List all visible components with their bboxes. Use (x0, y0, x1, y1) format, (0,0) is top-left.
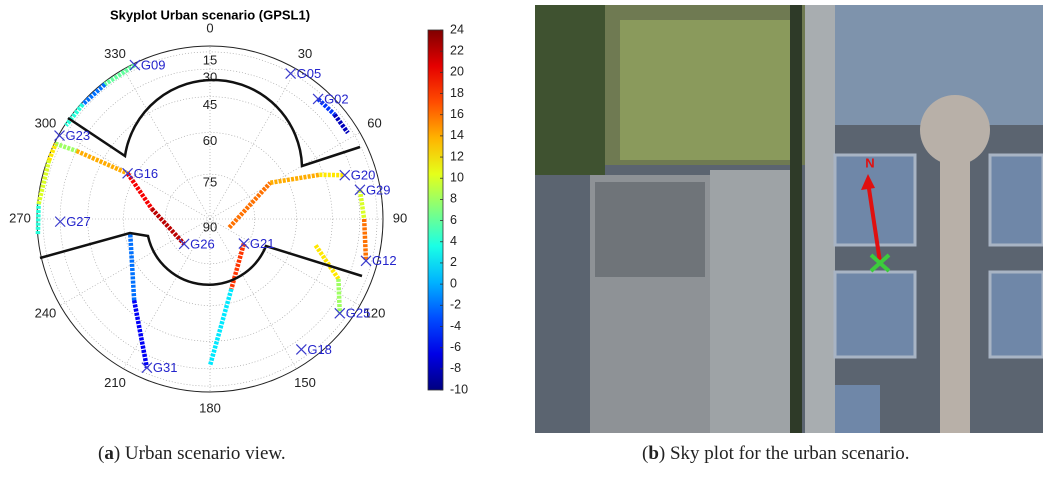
building (835, 385, 880, 433)
azimuth-label: 150 (294, 375, 316, 390)
building (990, 155, 1043, 245)
colorbar-label: 4 (450, 234, 457, 248)
azimuth-label: 240 (35, 305, 57, 320)
satellite-label: G26 (190, 236, 215, 251)
satellite-label: G09 (141, 57, 166, 72)
trees (535, 5, 605, 175)
caption-label: b (648, 443, 659, 464)
colorbar-label: 2 (450, 255, 457, 269)
figure: Skyplot Urban scenario (GPSL1) 153045607… (0, 0, 1043, 440)
caption: (b) Sky plot for the urban scenario. (642, 443, 910, 465)
north-label: N (865, 155, 874, 170)
satellite-label: G18 (307, 342, 332, 357)
colorbar-label: 0 (450, 276, 457, 290)
azimuth-label: 180 (199, 400, 221, 415)
azimuth-label: 270 (9, 210, 31, 225)
colorbar-label: 10 (450, 171, 464, 185)
satellite-label: G05 (297, 66, 322, 81)
track-segment (38, 204, 39, 234)
azimuth-label: 0 (206, 20, 213, 35)
caption: (a) Urban scenario view. (98, 443, 286, 465)
satellite-label: G29 (366, 182, 391, 197)
colorbar-label: -6 (450, 340, 461, 354)
colorbar-label: 22 (450, 43, 464, 57)
colorbar (428, 30, 443, 390)
road (805, 5, 835, 433)
colorbar-label: 20 (450, 65, 464, 79)
azimuth-label: 210 (104, 375, 126, 390)
satellite-label: G16 (134, 166, 159, 181)
satellite-label: G20 (351, 168, 376, 183)
grass (620, 20, 795, 160)
colorbar-label: -10 (450, 382, 468, 396)
building (990, 272, 1043, 357)
colorbar-label: 24 (450, 22, 464, 36)
satellite-label: G25 (346, 306, 371, 321)
caption-text: ) Sky plot for the urban scenario. (659, 443, 910, 464)
colorbar-label: -8 (450, 361, 461, 375)
satellite-label: G27 (66, 214, 91, 229)
elevation-label: 90 (203, 219, 217, 234)
azimuth-label: 330 (104, 46, 126, 61)
azimuth-label: 60 (367, 115, 381, 130)
caption-label: a (104, 443, 114, 464)
colorbar-label: 14 (450, 128, 464, 142)
colorbar-label: -2 (450, 298, 461, 312)
satellite-label: G02 (324, 91, 349, 106)
satellite-label: G21 (250, 236, 275, 251)
hedge (790, 5, 802, 433)
yard (710, 170, 790, 433)
caption-text: ) Urban scenario view. (114, 443, 286, 464)
skyplot: Skyplot Urban scenario (GPSL1) 153045607… (9, 7, 407, 415)
satellite-label: G31 (153, 360, 178, 375)
azimuth-label: 30 (298, 46, 312, 61)
colorbar-label: 6 (450, 213, 457, 227)
colorbar-label: -4 (450, 319, 461, 333)
building (835, 272, 915, 357)
satellite-label: G12 (372, 253, 397, 268)
satellite-label: G23 (66, 128, 91, 143)
walkway (940, 150, 970, 433)
aerial-image: N (535, 5, 1043, 433)
azimuth-label: 300 (35, 115, 57, 130)
colorbar-label: 18 (450, 86, 464, 100)
roof-left (595, 182, 705, 277)
colorbar-label: 8 (450, 192, 457, 206)
colorbar-label: 16 (450, 107, 464, 121)
colorbar-label: 12 (450, 149, 464, 163)
azimuth-label: 90 (393, 210, 407, 225)
